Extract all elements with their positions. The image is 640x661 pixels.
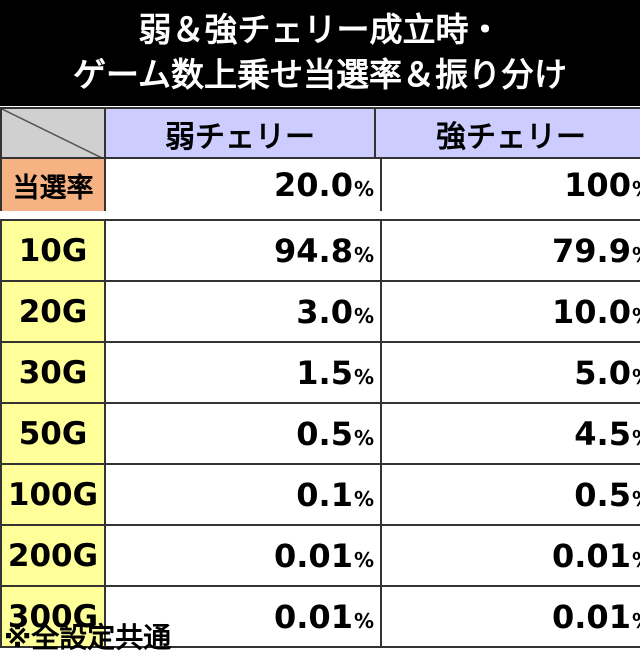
row-label-text: 10G bbox=[18, 232, 88, 269]
weak-cherry-value: 0.5% bbox=[104, 402, 382, 465]
percent-sign: % bbox=[353, 547, 374, 572]
percent-sign: % bbox=[353, 425, 374, 450]
value: 0.01 bbox=[552, 597, 631, 636]
page-title: 弱＆強チェリー成立時・ ゲーム数上乗せ当選率＆振り分け bbox=[0, 0, 640, 106]
value: 5.0 bbox=[574, 353, 631, 392]
percent-sign: % bbox=[632, 365, 640, 389]
value: 0.01 bbox=[274, 597, 353, 636]
value: 100 bbox=[564, 166, 631, 204]
weak-cherry-value: 94.8% bbox=[104, 219, 382, 282]
value: 94.8 bbox=[274, 231, 353, 270]
percent-sign: % bbox=[632, 243, 640, 267]
value: 0.01 bbox=[552, 536, 631, 575]
row-label: 100G bbox=[0, 463, 106, 526]
percent-sign: % bbox=[632, 548, 640, 572]
strong-cherry-value: 0.01% bbox=[380, 524, 640, 587]
percent-sign: % bbox=[353, 303, 374, 328]
strong-cherry-value: 5.0% bbox=[380, 341, 640, 404]
diagonal-divider-icon bbox=[3, 110, 103, 158]
value: 0.5 bbox=[574, 475, 631, 514]
win-rate-label: 当選率 bbox=[0, 157, 106, 213]
column-header-strong-cherry: 強チェリー bbox=[374, 107, 640, 161]
column-header-weak-cherry: 弱チェリー bbox=[104, 107, 376, 161]
weak-cherry-value: 0.01% bbox=[104, 585, 382, 648]
row-label: 200G bbox=[0, 524, 106, 587]
distribution-table: 10G94.8%79.9%20G3.0%10.0%30G1.5%5.0%50G0… bbox=[0, 219, 640, 648]
row-label-text: 100G bbox=[7, 476, 99, 513]
section-gap bbox=[0, 211, 640, 219]
percent-sign: % bbox=[632, 487, 640, 511]
value: 10.0 bbox=[552, 292, 631, 331]
percent-sign: % bbox=[632, 304, 640, 328]
percent-sign: % bbox=[353, 364, 374, 389]
weak-cherry-value: 1.5% bbox=[104, 341, 382, 404]
column-header-row: 弱チェリー 強チェリー bbox=[0, 107, 640, 161]
footnote: ※全設定共通 bbox=[4, 621, 172, 654]
value: 0.01 bbox=[274, 536, 353, 575]
row-label: 50G bbox=[0, 402, 106, 465]
value: 1.5 bbox=[296, 353, 353, 392]
value: 4.5 bbox=[574, 414, 631, 453]
weak-cherry-value: 0.01% bbox=[104, 524, 382, 587]
row-label: 10G bbox=[0, 219, 106, 282]
row-label: 300G bbox=[0, 585, 106, 648]
row-label-text: 50G bbox=[18, 415, 88, 452]
percent-sign: % bbox=[353, 177, 374, 201]
value: 3.0 bbox=[296, 292, 353, 331]
value: 20.0 bbox=[274, 166, 353, 204]
percent-sign: % bbox=[632, 609, 640, 633]
row-label-text: 300G bbox=[7, 598, 99, 635]
value: 0.1 bbox=[296, 475, 353, 514]
strong-cherry-value: 4.5% bbox=[380, 402, 640, 465]
row-label: 20G bbox=[0, 280, 106, 343]
win-rate-strong: 100% bbox=[380, 157, 640, 213]
title-line-2: ゲーム数上乗せ当選率＆振り分け bbox=[72, 55, 567, 94]
win-rate-row: 当選率 20.0% 100% bbox=[0, 157, 640, 213]
title-line-1: 弱＆強チェリー成立時・ bbox=[138, 10, 502, 49]
weak-cherry-value: 0.1% bbox=[104, 463, 382, 526]
row-label-text: 30G bbox=[18, 354, 88, 391]
value: 79.9 bbox=[552, 231, 631, 270]
value: 0.5 bbox=[296, 414, 353, 453]
strong-cherry-value: 0.01% bbox=[380, 585, 640, 648]
row-label: 30G bbox=[0, 341, 106, 404]
strong-cherry-value: 0.5% bbox=[380, 463, 640, 526]
percent-sign: % bbox=[353, 486, 374, 511]
row-label-text: 20G bbox=[18, 293, 88, 330]
strong-cherry-value: 79.9% bbox=[380, 219, 640, 282]
win-rate-weak: 20.0% bbox=[104, 157, 382, 213]
percent-sign: % bbox=[353, 242, 374, 267]
row-label-text: 200G bbox=[7, 537, 99, 574]
strong-cherry-value: 10.0% bbox=[380, 280, 640, 343]
percent-sign: % bbox=[632, 426, 640, 450]
weak-cherry-value: 3.0% bbox=[104, 280, 382, 343]
percent-sign: % bbox=[632, 177, 640, 201]
percent-sign: % bbox=[353, 608, 374, 633]
corner-cell bbox=[0, 107, 106, 161]
